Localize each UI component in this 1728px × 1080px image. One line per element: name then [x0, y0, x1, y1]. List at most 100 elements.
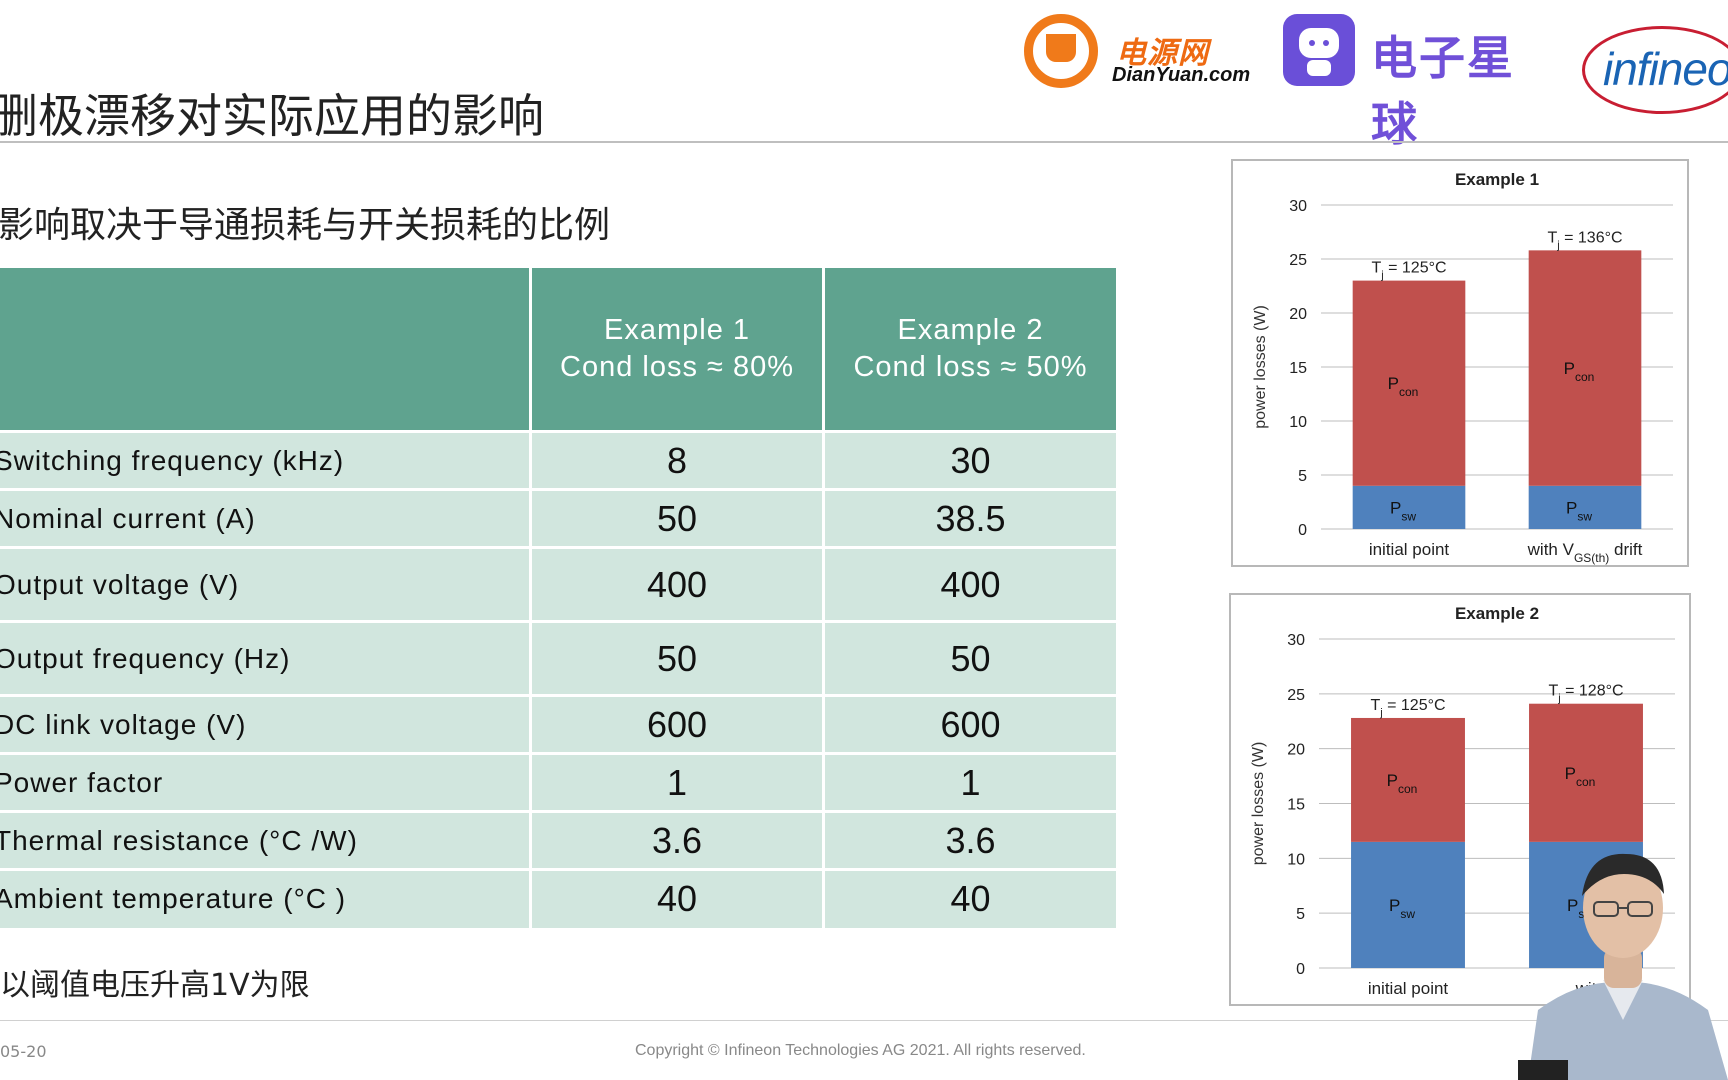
dianyuan-logo-cn: 电源网: [1116, 36, 1209, 71]
y-tick-label: 30: [1287, 632, 1305, 649]
chart-title: Example 2: [1455, 604, 1539, 623]
y-tick-label: 30: [1289, 198, 1307, 215]
y-tick-label: 25: [1287, 687, 1305, 704]
infineon-logo-swoosh: [1582, 26, 1728, 114]
row-label: DC link voltage (V): [0, 694, 533, 754]
dzxq-logo[interactable]: 电子星球: [1283, 14, 1543, 151]
table-row: Power factor 1 1: [0, 752, 1116, 812]
x-tick-label: initial point: [1368, 979, 1449, 998]
header-line: Example 2: [897, 314, 1044, 346]
table-header-row: Example 1 Cond loss ≈ 80% Example 2 Cond…: [0, 268, 1116, 432]
cell-example-2: 30: [823, 430, 1116, 490]
dzxq-logo-text: 电子星球: [1371, 31, 1515, 151]
row-label: Ambient temperature (°C ): [0, 868, 533, 928]
cell-example-1: 40: [530, 868, 825, 928]
temperature-annotation: Tj = 128°C: [1548, 683, 1623, 705]
dianyuan-logo[interactable]: 电源网 DianYuan.com: [1024, 12, 1269, 90]
y-axis-label: power losses (W): [1250, 742, 1267, 866]
row-label: Power factor: [0, 752, 533, 812]
chart-example-1: Example 1 0 5 10 15 20 25 30 power losses (W) Psw…: [1231, 159, 1689, 567]
temperature-annotation: Tj = 125°C: [1371, 260, 1446, 282]
table-header-example-1: Example 1 Cond loss ≈ 80%: [530, 268, 825, 432]
header-line: Cond loss ≈ 50%: [853, 351, 1088, 383]
row-label: Output frequency (Hz): [0, 620, 533, 696]
comparison-table: Example 1 Cond loss ≈ 80% Example 2 Cond…: [0, 268, 1116, 928]
bar-sw: [1351, 841, 1465, 968]
table-header-example-2: Example 2 Cond loss ≈ 50%: [823, 268, 1116, 432]
cell-example-1: 1: [530, 752, 825, 812]
bar-label-sw: Psw: [1566, 498, 1592, 523]
cell-example-1: 600: [530, 694, 825, 754]
footer-date: 05-20: [0, 1042, 47, 1061]
y-tick-label: 0: [1296, 961, 1305, 978]
chart-example-2: Example 2 0 5 10 15 20 25 30 power losses (W) Psw…: [1229, 593, 1691, 1006]
bar-con: [1529, 703, 1643, 842]
x-tick-label: with VGS(th) drift: [1527, 540, 1643, 565]
bar-label-con: Pcon: [1564, 359, 1595, 384]
cell-example-2: 40: [823, 868, 1116, 928]
y-tick-label: 15: [1289, 360, 1307, 377]
bar-sw: [1352, 485, 1466, 529]
cell-example-2: 50: [823, 620, 1116, 696]
table-row: Output frequency (Hz) 50 50: [0, 620, 1116, 696]
y-tick-label: 20: [1289, 306, 1307, 323]
table-row: Switching frequency (kHz) 8 30: [0, 430, 1116, 490]
table-row: Output voltage (V) 400 400: [0, 546, 1116, 622]
cell-example-2: 1: [823, 752, 1116, 812]
y-tick-label: 10: [1289, 414, 1307, 431]
cell-example-1: 50: [530, 488, 825, 548]
row-label: Thermal resistance (°C /W): [0, 810, 533, 870]
chart-title: Example 1: [1455, 170, 1539, 189]
cell-example-1: 50: [530, 620, 825, 696]
y-tick-label: 10: [1287, 851, 1305, 868]
cell-example-2: 600: [823, 694, 1116, 754]
cell-example-1: 3.6: [530, 810, 825, 870]
bar-con: [1528, 250, 1642, 486]
cell-example-1: 8: [530, 430, 825, 490]
cell-example-1: 400: [530, 546, 825, 622]
header-line: Cond loss ≈ 80%: [560, 351, 795, 383]
temperature-annotation: Tj = 136°C: [1547, 229, 1622, 251]
cell-example-2: 38.5: [823, 488, 1116, 548]
bar-label-sw: Psw: [1390, 498, 1416, 523]
footer-copyright: Copyright © Infineon Technologies AG 202…: [635, 1042, 1086, 1059]
robot-icon: [1283, 14, 1355, 86]
footnote: 以阈值电压升高1V为限: [0, 968, 310, 1003]
chart-svg: Example 1 0 5 10 15 20 25 30 power losses (W) Psw…: [1252, 170, 1673, 565]
y-tick-label: 25: [1289, 252, 1307, 269]
bar-label-sw: Psw: [1389, 896, 1415, 921]
y-tick-label: 0: [1298, 522, 1307, 539]
dianyuan-ring-icon: [1024, 14, 1098, 88]
footer-divider: [0, 1020, 1728, 1021]
cell-example-2: 400: [823, 546, 1116, 622]
table-row: Thermal resistance (°C /W) 3.6 3.6: [0, 810, 1116, 870]
y-tick-label: 5: [1298, 468, 1307, 485]
bar-con: [1352, 280, 1466, 486]
bar-sw: [1528, 485, 1642, 529]
cell-example-2: 3.6: [823, 810, 1116, 870]
y-tick-label: 5: [1296, 906, 1305, 923]
slide-subtitle: 影响取决于导通损耗与开关损耗的比例: [0, 205, 611, 246]
row-label: Nominal current (A): [0, 488, 533, 548]
presenter-video-overlay: [1518, 853, 1728, 1080]
title-divider: [0, 141, 1728, 143]
bar-label-con: Pcon: [1388, 374, 1419, 399]
row-label: Output voltage (V): [0, 546, 533, 622]
table-row: DC link voltage (V) 600 600: [0, 694, 1116, 754]
table-row: Ambient temperature (°C ) 40 40: [0, 868, 1116, 928]
temperature-annotation: Tj = 125°C: [1370, 697, 1445, 719]
header-line: Example 1: [604, 314, 751, 346]
y-tick-label: 15: [1287, 797, 1305, 814]
y-axis-label: power losses (W): [1252, 305, 1269, 429]
slide-title: 删极漂移对实际应用的影响: [0, 89, 544, 143]
y-tick-label: 20: [1287, 742, 1305, 759]
table-header-corner: [0, 268, 533, 432]
x-tick-label: initial point: [1369, 540, 1450, 559]
bar-label-con: Pcon: [1387, 771, 1418, 796]
table-row: Nominal current (A) 50 38.5: [0, 488, 1116, 548]
bar-con: [1351, 717, 1465, 842]
plug-icon: [1046, 34, 1076, 62]
dianyuan-logo-en: DianYuan.com: [1112, 64, 1251, 86]
row-label: Switching frequency (kHz): [0, 430, 533, 490]
